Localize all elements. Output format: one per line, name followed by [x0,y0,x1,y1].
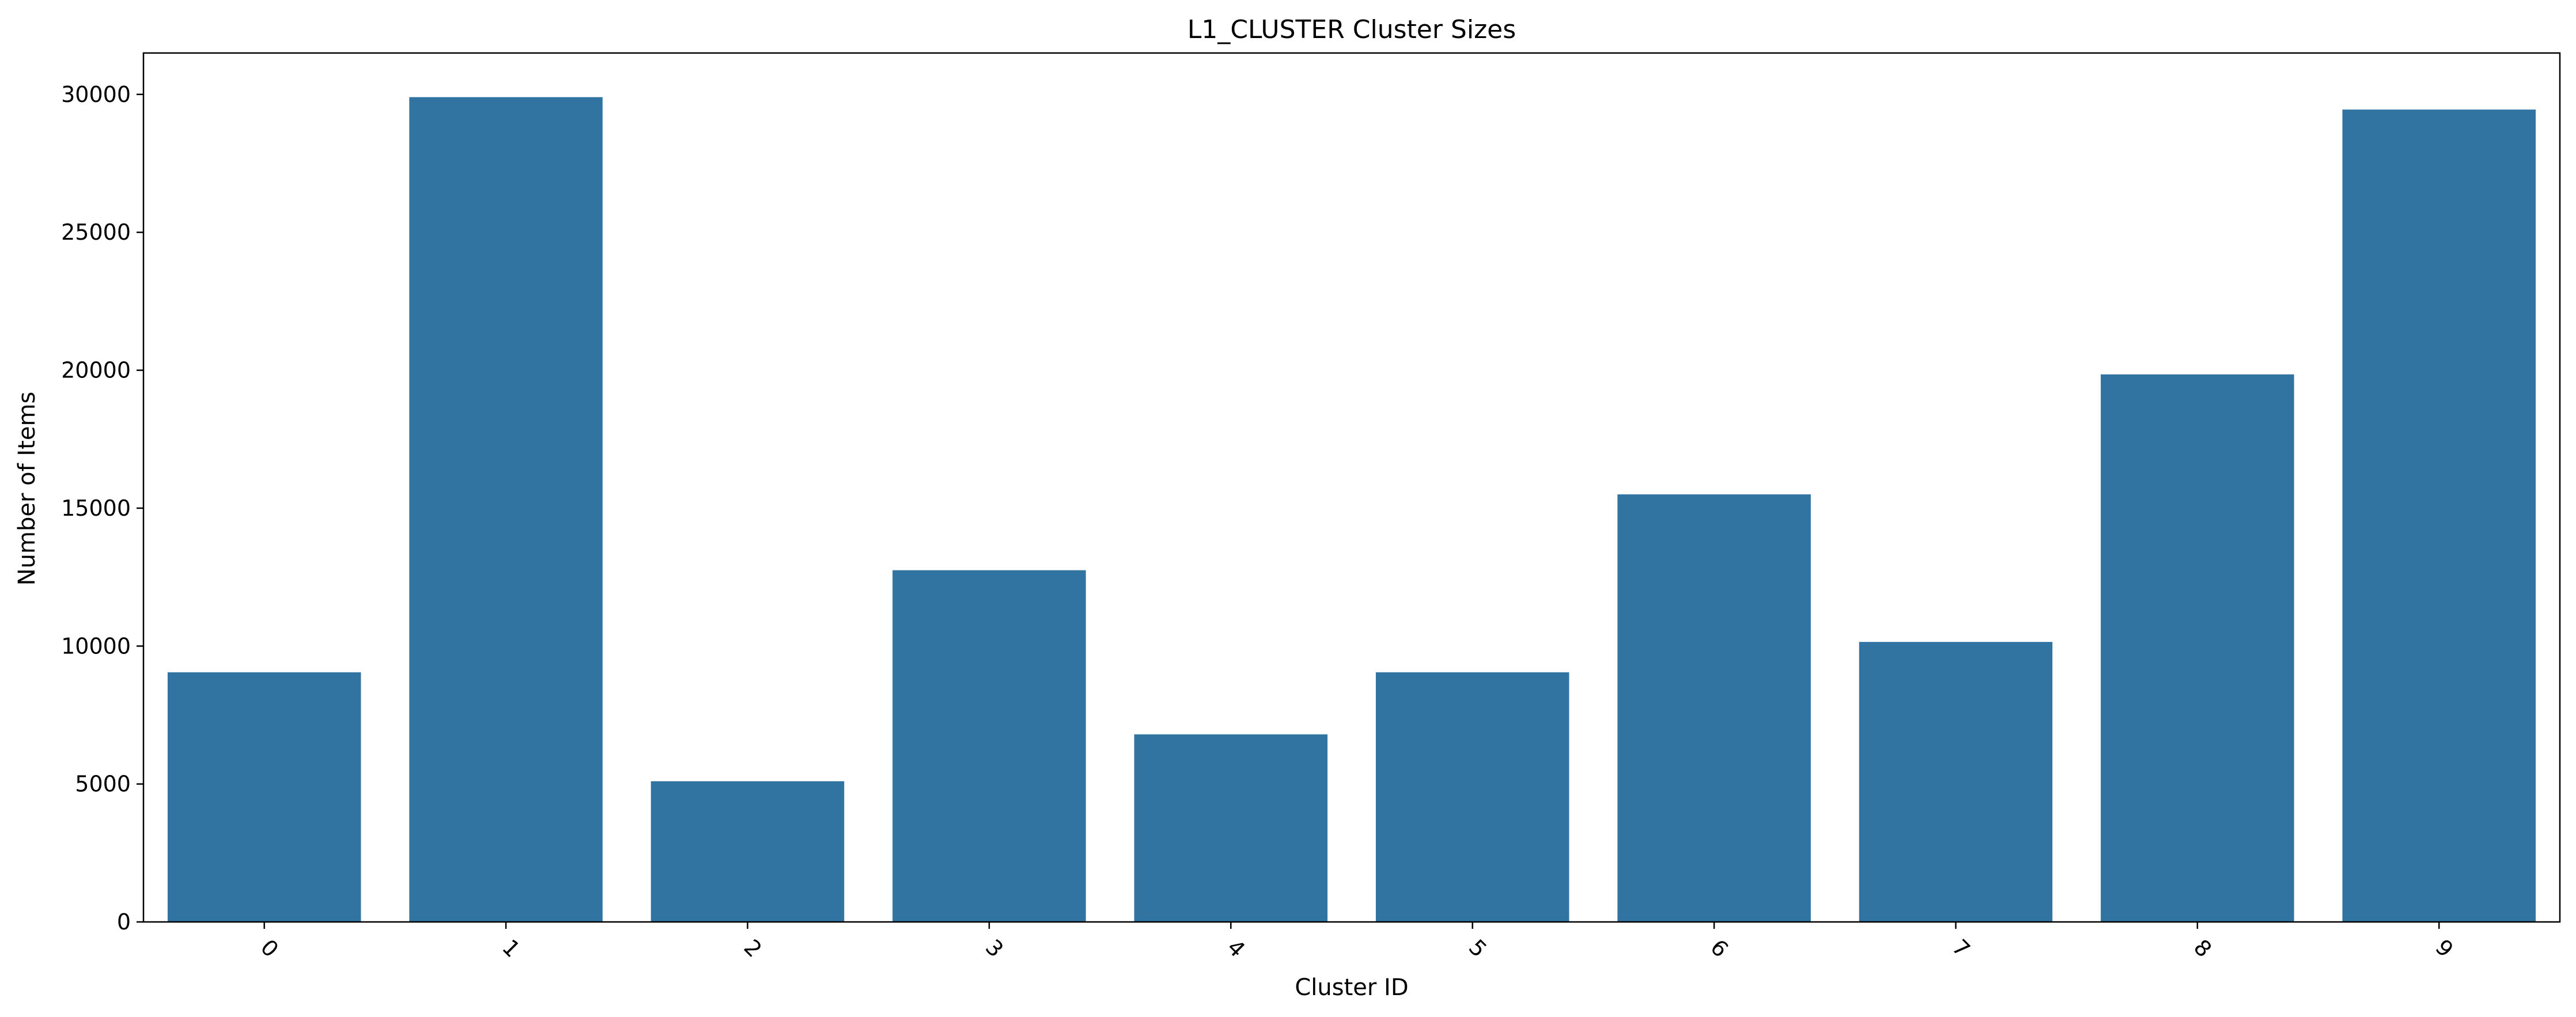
y-tick-label: 10000 [61,633,131,659]
x-tick-label: 5 [1464,935,1492,962]
y-tick-label: 0 [117,909,131,935]
bar-5 [1375,672,1569,922]
x-tick-label: 4 [1222,935,1250,962]
bars-group [167,97,2536,923]
y-tick-label: 15000 [61,496,131,521]
bar-9 [2342,109,2536,923]
y-tick-label: 30000 [61,82,131,107]
bar-6 [1617,494,1811,922]
x-axis-label: Cluster ID [1295,974,1408,1001]
x-axis-ticks: 0 1 2 3 4 5 6 7 8 9 [256,922,2458,962]
x-tick-label: 8 [2189,935,2216,962]
bar-4 [1134,734,1328,922]
y-tick-label: 5000 [75,772,131,797]
x-tick-label: 0 [256,935,283,962]
bar-3 [892,570,1086,922]
x-tick-label: 1 [497,935,525,962]
x-tick-label: 6 [1705,935,1733,962]
bar-0 [167,672,361,922]
y-tick-label: 20000 [61,358,131,383]
bar-8 [2101,374,2294,922]
chart-title: L1_CLUSTER Cluster Sizes [1187,15,1516,44]
y-axis-label: Number of Items [14,392,40,586]
x-tick-label: 7 [1947,935,1975,962]
x-tick-label: 3 [981,935,1008,962]
x-tick-label: 2 [739,935,767,962]
bar-1 [409,97,603,923]
y-axis-ticks: 0 5000 10000 15000 20000 25000 30000 [61,82,143,935]
x-tick-label: 9 [2430,935,2458,962]
bar-7 [1859,642,2053,922]
plot-frame [142,52,2561,923]
bar-2 [650,781,845,922]
y-tick-label: 25000 [61,220,131,245]
